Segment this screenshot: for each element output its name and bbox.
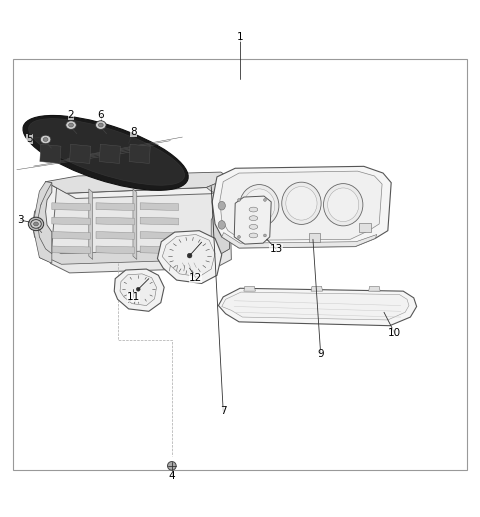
Text: 13: 13 [269, 244, 283, 254]
Polygon shape [220, 171, 382, 240]
Ellipse shape [40, 135, 51, 144]
Polygon shape [162, 235, 215, 277]
Text: 8: 8 [130, 127, 137, 137]
Polygon shape [33, 181, 52, 263]
Polygon shape [114, 269, 164, 311]
Ellipse shape [240, 185, 279, 227]
Polygon shape [140, 203, 179, 210]
Polygon shape [70, 144, 91, 163]
Ellipse shape [327, 188, 359, 222]
Ellipse shape [66, 121, 76, 129]
Polygon shape [222, 233, 377, 248]
Text: 6: 6 [97, 110, 104, 119]
Polygon shape [52, 203, 90, 210]
Ellipse shape [32, 220, 40, 228]
Polygon shape [96, 217, 134, 225]
Ellipse shape [29, 119, 184, 185]
Ellipse shape [282, 182, 321, 224]
Ellipse shape [249, 224, 258, 229]
Polygon shape [52, 246, 90, 254]
Ellipse shape [218, 202, 226, 210]
Polygon shape [359, 222, 371, 232]
Polygon shape [40, 144, 61, 163]
Polygon shape [39, 249, 229, 267]
Text: 5: 5 [26, 133, 33, 144]
Ellipse shape [96, 121, 106, 129]
Polygon shape [237, 226, 248, 235]
Ellipse shape [98, 123, 103, 127]
Ellipse shape [249, 216, 258, 221]
Polygon shape [89, 189, 93, 260]
Polygon shape [212, 166, 391, 248]
Polygon shape [52, 217, 90, 225]
Bar [13, 59, 467, 470]
Polygon shape [206, 178, 229, 260]
Polygon shape [140, 246, 179, 254]
Polygon shape [99, 144, 120, 163]
Ellipse shape [168, 462, 176, 470]
Polygon shape [96, 246, 134, 254]
Polygon shape [157, 231, 222, 283]
Ellipse shape [249, 207, 258, 212]
Text: 11: 11 [127, 292, 140, 302]
Ellipse shape [264, 199, 266, 202]
Polygon shape [96, 232, 134, 239]
Ellipse shape [264, 234, 266, 237]
Ellipse shape [28, 217, 44, 231]
Ellipse shape [218, 221, 226, 229]
Text: 10: 10 [388, 328, 401, 338]
Polygon shape [133, 189, 137, 260]
Polygon shape [234, 196, 271, 244]
Polygon shape [46, 172, 229, 193]
Ellipse shape [244, 189, 275, 222]
Polygon shape [309, 233, 320, 242]
Polygon shape [33, 181, 52, 255]
Ellipse shape [187, 253, 192, 258]
Ellipse shape [31, 220, 41, 229]
Text: 1: 1 [237, 32, 243, 42]
Ellipse shape [249, 233, 258, 238]
Ellipse shape [238, 235, 240, 238]
Text: 9: 9 [317, 348, 324, 359]
Ellipse shape [23, 115, 188, 190]
Text: 2: 2 [68, 110, 74, 119]
Polygon shape [218, 288, 417, 326]
Polygon shape [311, 286, 323, 291]
Ellipse shape [136, 287, 140, 291]
Polygon shape [50, 187, 231, 273]
Polygon shape [369, 286, 380, 291]
Polygon shape [41, 239, 229, 264]
Polygon shape [222, 292, 409, 320]
Text: 4: 4 [168, 472, 175, 481]
Polygon shape [52, 232, 90, 239]
Polygon shape [120, 274, 156, 306]
Ellipse shape [238, 199, 240, 202]
Ellipse shape [286, 187, 317, 220]
Polygon shape [140, 232, 179, 239]
Ellipse shape [69, 123, 73, 127]
Text: 12: 12 [189, 272, 203, 283]
Ellipse shape [324, 184, 363, 226]
Polygon shape [96, 203, 134, 210]
Polygon shape [129, 144, 150, 163]
Text: 3: 3 [17, 215, 24, 225]
Polygon shape [41, 178, 229, 264]
Text: 7: 7 [220, 406, 227, 416]
Polygon shape [140, 217, 179, 225]
Ellipse shape [43, 138, 48, 141]
Polygon shape [244, 286, 255, 291]
Ellipse shape [34, 222, 38, 226]
